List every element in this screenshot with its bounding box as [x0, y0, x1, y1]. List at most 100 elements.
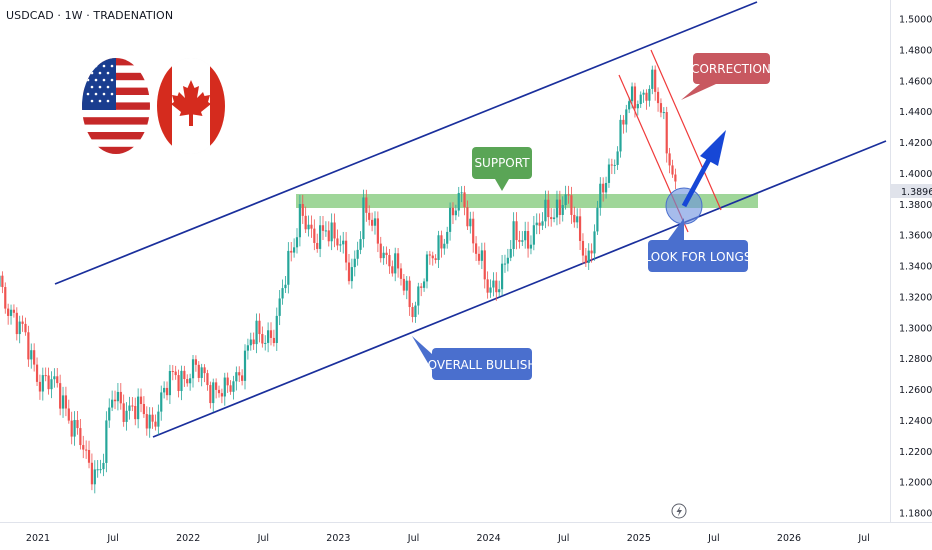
candle-up — [576, 216, 579, 223]
candle-up — [191, 359, 195, 379]
candle-down — [183, 370, 186, 380]
candle-down — [290, 250, 293, 253]
candle-down — [558, 199, 561, 215]
candle-up — [293, 247, 296, 253]
candle-up — [596, 207, 599, 232]
candle-up — [382, 252, 385, 259]
candle-up — [148, 414, 151, 429]
candle-down — [411, 307, 414, 318]
lightning-icon[interactable] — [671, 503, 687, 519]
candle-up — [422, 281, 426, 288]
time-tick-label: 2026 — [777, 533, 801, 544]
candle-up — [454, 210, 457, 216]
price-tick-label: 1.50000 — [899, 15, 932, 26]
candle-down — [145, 414, 148, 429]
candle-down — [252, 339, 255, 345]
candle-up — [287, 250, 290, 285]
candle-down — [671, 165, 674, 175]
candle-up — [278, 298, 281, 316]
candle-down — [38, 381, 42, 392]
candle-down — [336, 238, 339, 246]
candle-down — [220, 393, 223, 397]
candle-up — [160, 392, 163, 412]
candle-up — [492, 280, 495, 288]
candle-down — [633, 86, 637, 109]
price-tick-label: 1.44000 — [899, 107, 932, 118]
candle-up — [255, 320, 258, 345]
candle-up — [50, 379, 53, 390]
candle-up — [235, 372, 238, 382]
time-tick-label: Jul — [557, 533, 569, 544]
candle-up — [457, 192, 460, 211]
candle-up — [599, 183, 602, 208]
price-tick-label: 1.34000 — [899, 262, 932, 273]
candle-up — [125, 410, 128, 422]
candle-up — [137, 396, 140, 420]
candle-down — [241, 375, 244, 381]
candle-down — [659, 103, 663, 113]
candle-down — [139, 396, 143, 405]
candle-up — [628, 101, 631, 110]
candle-up — [30, 350, 33, 360]
candle-down — [272, 337, 275, 344]
candle-up — [108, 407, 111, 421]
candle-up — [509, 248, 512, 258]
candle-down — [402, 278, 405, 291]
candle-down — [365, 197, 368, 213]
price-tick-label: 1.46000 — [899, 76, 932, 87]
candle-down — [142, 404, 146, 415]
support-zone — [296, 194, 758, 208]
candle-up — [541, 221, 544, 226]
candle-up — [564, 194, 567, 206]
candle-up — [275, 315, 278, 344]
candle-down — [313, 228, 316, 243]
candle-down — [584, 255, 587, 263]
candle-down — [186, 379, 189, 384]
price-tick-label: 1.20000 — [899, 478, 932, 489]
candle-down — [440, 235, 443, 249]
candle-up — [200, 367, 203, 378]
correction-callout: CORRECTION — [681, 53, 771, 100]
candle-down — [70, 420, 73, 437]
time-tick-label: Jul — [707, 533, 719, 544]
correction-label: CORRECTION — [691, 62, 771, 76]
candle-down — [347, 262, 351, 282]
time-tick-label: 2024 — [477, 533, 501, 544]
candle-up — [521, 240, 524, 242]
candle-down — [656, 91, 660, 104]
candle-up — [281, 288, 284, 299]
candle-up — [350, 267, 353, 282]
candle-down — [645, 92, 648, 101]
candle-up — [448, 207, 452, 232]
candle-down — [547, 199, 550, 218]
candle-up — [111, 399, 114, 408]
candle-up — [330, 222, 333, 242]
candle-up — [535, 222, 538, 226]
candle-up — [604, 182, 608, 193]
candle-down — [451, 207, 455, 216]
candle-up — [232, 381, 235, 392]
candle-up — [168, 370, 172, 396]
candle-up — [298, 204, 301, 238]
candle-down — [12, 309, 16, 313]
candle-down — [472, 218, 475, 244]
candle-up — [561, 205, 564, 215]
price-tick-label: 1.42000 — [899, 138, 932, 149]
candle-up — [552, 217, 556, 220]
candle-down — [113, 399, 117, 402]
candle-down — [217, 389, 221, 394]
candle-up — [342, 240, 345, 245]
candle-up — [284, 284, 287, 289]
candle-down — [376, 218, 379, 244]
candle-down — [154, 421, 157, 427]
time-tick-label: Jul — [106, 533, 118, 544]
look-for-longs-callout: LOOK FOR LONGS — [645, 218, 751, 272]
candle-down — [602, 183, 605, 193]
candle-down — [396, 253, 400, 269]
candle-down — [226, 377, 229, 386]
candle-down — [391, 266, 394, 274]
candle-down — [134, 405, 137, 420]
candle-down — [24, 323, 27, 333]
candle-up — [9, 309, 13, 316]
channel-lower-line — [152, 140, 887, 438]
